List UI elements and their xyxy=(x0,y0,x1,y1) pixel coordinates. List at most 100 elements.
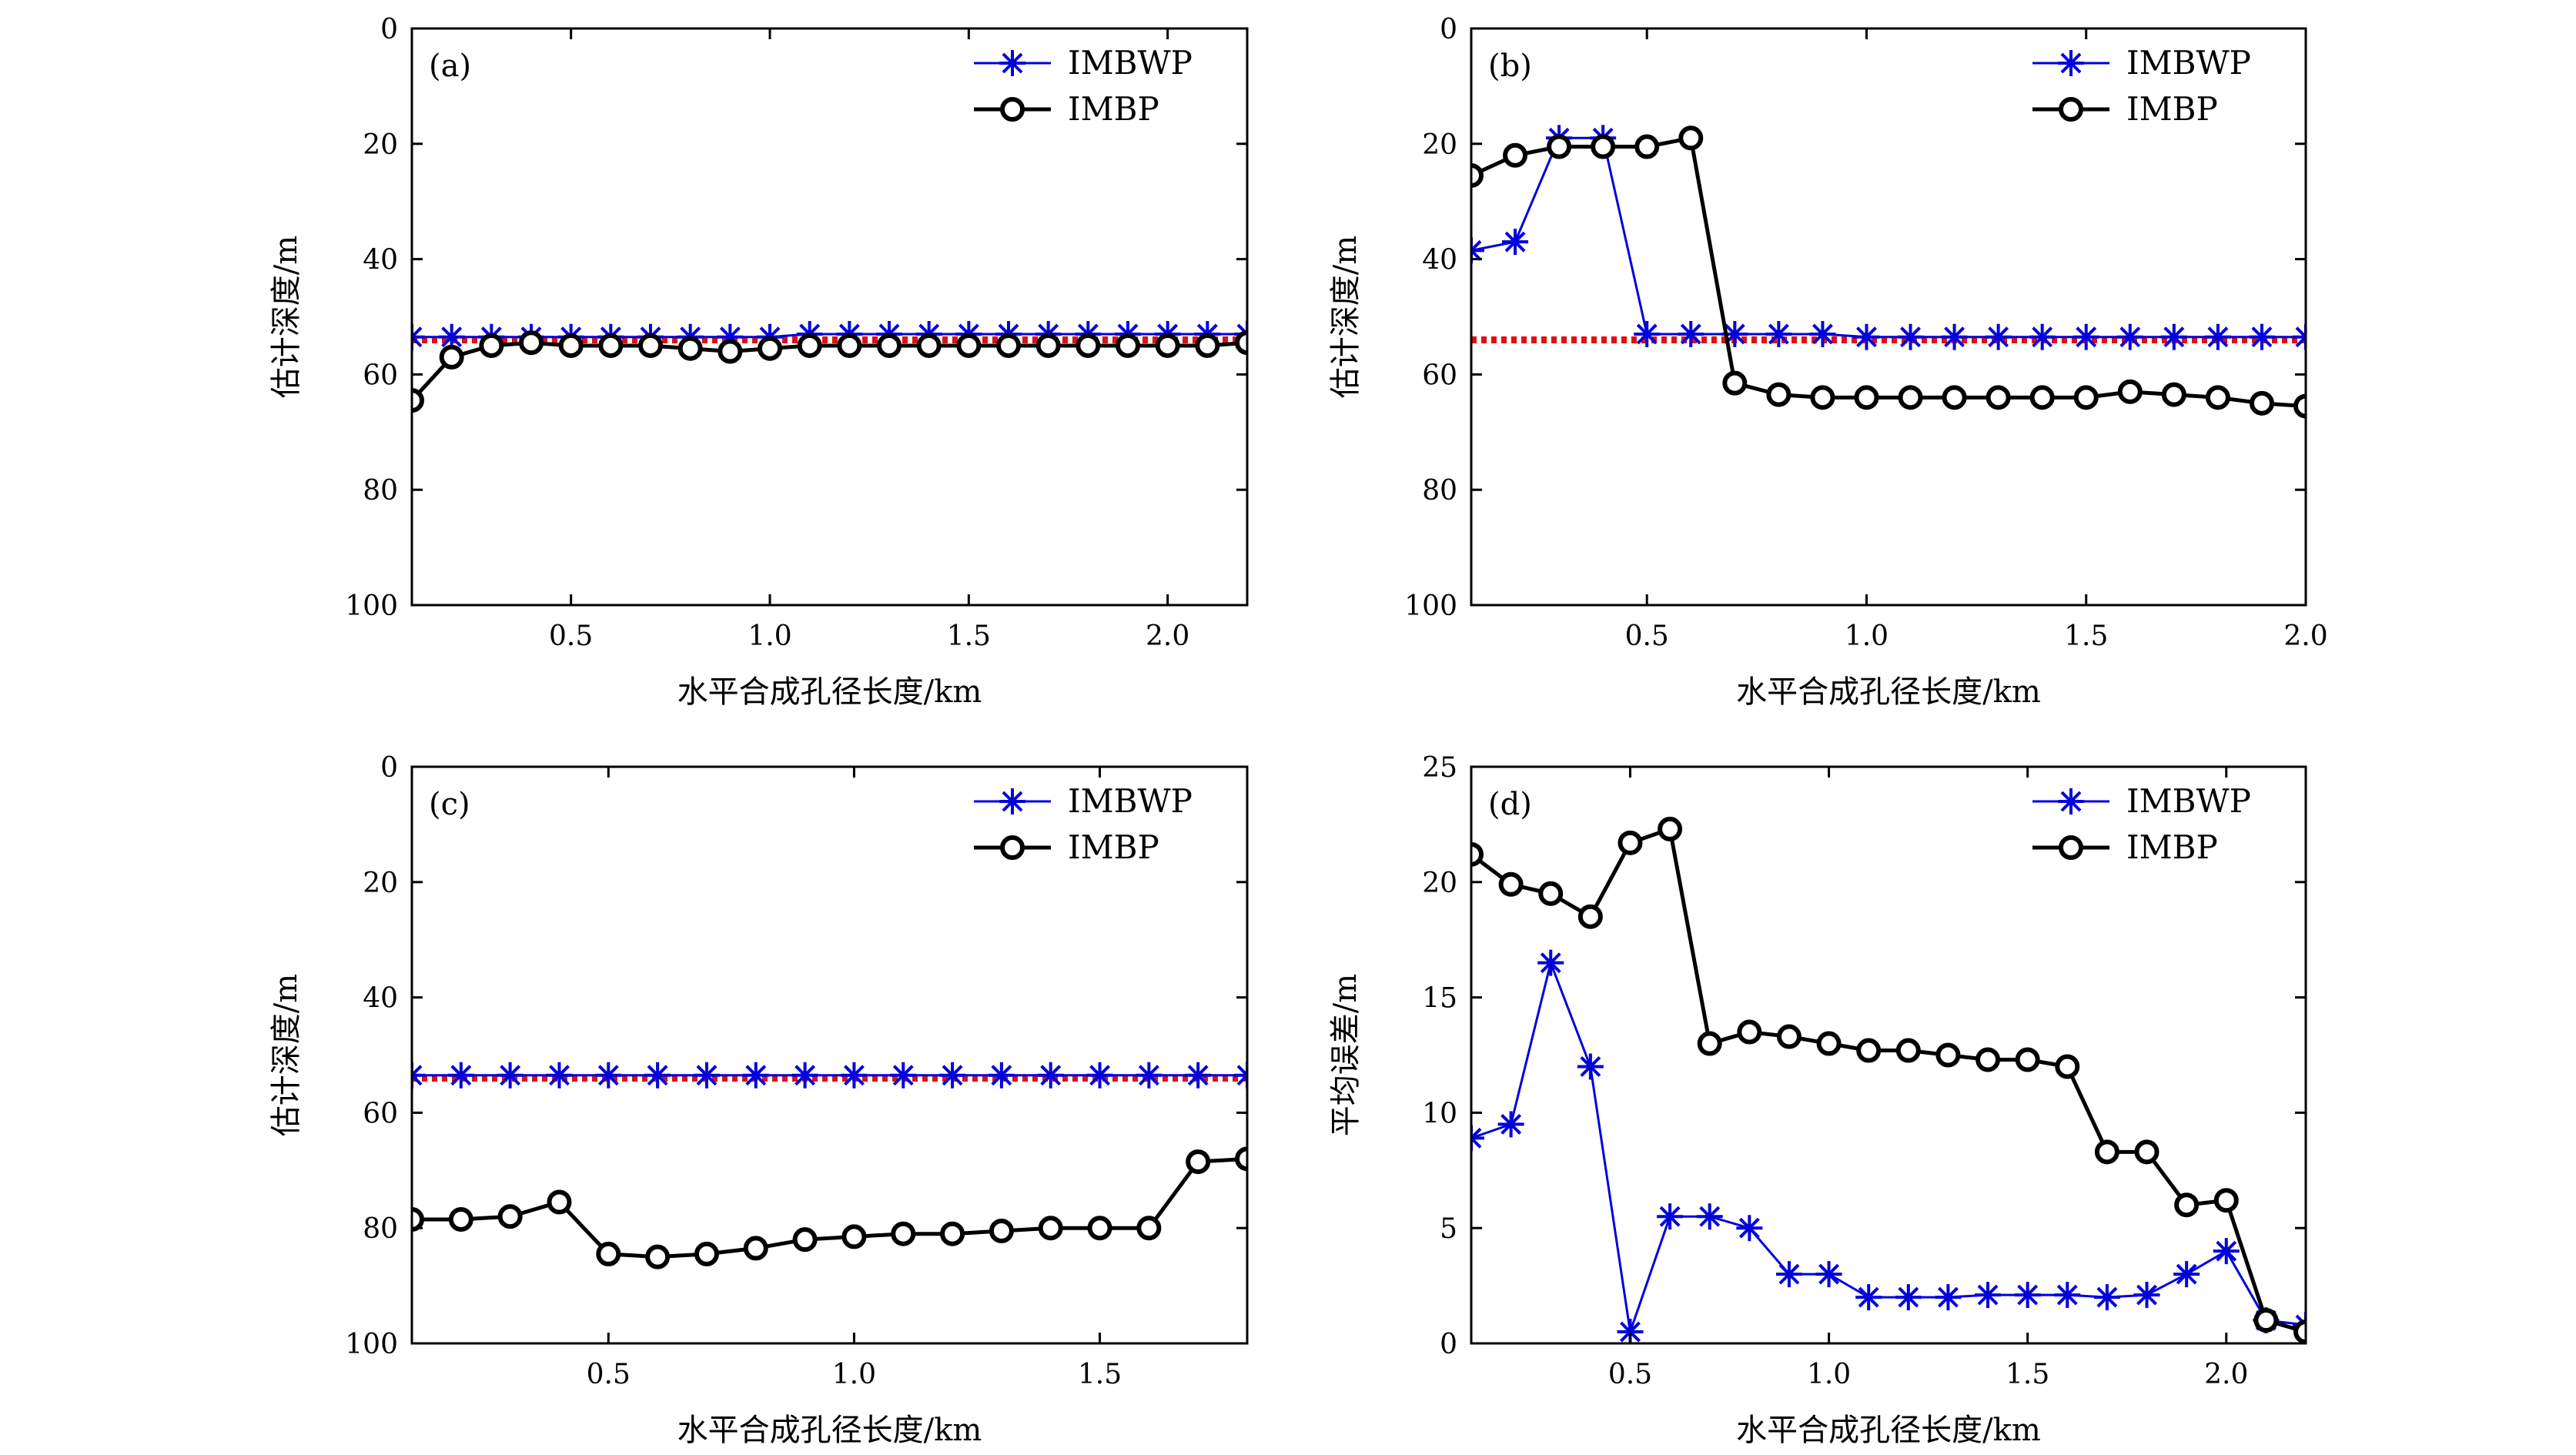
y-tick-label: 0 xyxy=(380,14,398,45)
x-axis-label: 水平合成孔径长度/km xyxy=(677,1413,982,1448)
point-imbwp xyxy=(546,1062,573,1089)
point-imbwp xyxy=(1736,1215,1763,1242)
y-tick-label: 60 xyxy=(1422,360,1457,391)
legend-label-imbp: IMBP xyxy=(2126,90,2218,128)
y-tick-label: 60 xyxy=(363,360,398,391)
point-imbwp xyxy=(1471,1125,1484,1152)
point-imbwp xyxy=(1895,1284,1922,1311)
point-imbp xyxy=(1503,142,1528,168)
legend-label-imbp: IMBP xyxy=(1068,828,1159,866)
x-tick-label: 1.0 xyxy=(1807,1359,1851,1390)
point-imbwp xyxy=(890,1062,917,1089)
chart-panel-d: 0.5 1.0 1.5 2.0 0 5 10 15 20 25 水平合成孔径长度/km 平均误差/m (… xyxy=(1328,752,2307,1448)
y-tick-label: 10 xyxy=(1422,1098,1457,1129)
y-tick-label: 60 xyxy=(363,1098,398,1129)
point-imbp xyxy=(1235,330,1247,356)
point-imbp xyxy=(1935,1042,1961,1068)
series-line-imbp xyxy=(1471,826,2306,1334)
point-imbp xyxy=(412,1206,424,1232)
y-axis-label: 估计深度/m xyxy=(269,974,304,1136)
legend-marker-asterisk-icon xyxy=(999,788,1025,814)
y-tick-label: 100 xyxy=(345,590,398,622)
x-axis-label: 水平合成孔径长度/km xyxy=(677,674,982,710)
y-tick-label: 80 xyxy=(363,1213,398,1245)
point-imbp xyxy=(1471,162,1484,188)
point-imbp xyxy=(1471,841,1484,867)
point-imbp xyxy=(1186,1149,1211,1175)
point-imbwp xyxy=(497,1062,524,1089)
point-imbwp xyxy=(939,1062,966,1089)
point-imbwp xyxy=(2248,323,2275,350)
series-line-imbwp xyxy=(1471,958,2306,1333)
point-imbp xyxy=(956,333,982,358)
y-axis-label: 估计深度/m xyxy=(269,236,304,398)
point-imbwp xyxy=(1136,1062,1163,1089)
point-imbwp xyxy=(1497,1111,1524,1138)
y-tick-label: 40 xyxy=(363,983,398,1015)
series-line-imbp xyxy=(1471,135,2306,409)
legend: IMBWP IMBP xyxy=(2032,782,2251,866)
point-imbwp xyxy=(1935,1284,1962,1311)
point-imbp xyxy=(1538,881,1564,906)
point-imbwp xyxy=(1765,320,1792,347)
point-imbp xyxy=(996,333,1021,358)
x-tick-label: 2.0 xyxy=(2283,620,2327,652)
legend-label-imbp: IMBP xyxy=(1068,90,1159,128)
point-imbp xyxy=(1898,385,1923,410)
point-imbp xyxy=(1986,385,2011,410)
point-imbwp xyxy=(742,1062,769,1089)
point-imbp xyxy=(797,333,822,358)
point-imbwp xyxy=(1185,1062,1212,1089)
point-imbp xyxy=(1634,134,1660,159)
point-imbp xyxy=(1942,385,1967,410)
x-tick-label: 0.5 xyxy=(587,1359,631,1390)
point-imbp xyxy=(2134,1139,2159,1165)
y-tick-label: 20 xyxy=(1422,129,1457,161)
y-tick-label: 20 xyxy=(1422,868,1457,899)
point-imbp xyxy=(2249,390,2274,416)
point-imbp xyxy=(1737,1019,1762,1045)
point-imbp xyxy=(2094,1139,2119,1165)
x-tick-label: 1.5 xyxy=(947,620,991,652)
x-tick-label: 2.0 xyxy=(1146,620,1189,652)
point-imbwp xyxy=(2029,323,2056,350)
x-tick-label: 2.0 xyxy=(2204,1359,2248,1390)
point-imbwp xyxy=(791,1062,818,1089)
point-imbp xyxy=(891,1221,916,1246)
point-imbp xyxy=(1591,134,1616,159)
point-imbp xyxy=(837,333,862,358)
point-imbwp xyxy=(1634,320,1661,347)
point-imbwp xyxy=(1234,1062,1247,1089)
point-imbp xyxy=(1577,904,1603,929)
point-imbp xyxy=(694,1241,719,1266)
point-imbp xyxy=(439,344,464,370)
point-imbwp xyxy=(1975,1282,2002,1309)
point-imbp xyxy=(1975,1047,2001,1072)
point-imbwp xyxy=(1809,320,1836,347)
point-imbwp xyxy=(2173,1261,2200,1288)
series-line-imbwp xyxy=(412,333,1247,339)
point-imbp xyxy=(1235,1146,1247,1172)
y-axis-label: 平均误差/m xyxy=(1328,974,1363,1136)
x-axis-label: 水平合成孔径长度/km xyxy=(1736,674,2041,710)
y-axis-label: 估计深度/m xyxy=(1328,236,1363,398)
point-imbwp xyxy=(1577,1053,1604,1080)
legend-label-imbwp: IMBWP xyxy=(1068,44,1193,82)
plot-frame xyxy=(1470,765,2307,1345)
legend: IMBWP IMBP xyxy=(974,782,1193,866)
point-imbp xyxy=(1895,1038,1921,1063)
plot-frame xyxy=(1470,27,2307,607)
point-imbp xyxy=(841,1224,867,1249)
point-imbwp xyxy=(1985,323,2012,350)
point-imbwp xyxy=(1617,1319,1644,1343)
y-tick-label: 80 xyxy=(1422,475,1457,507)
point-imbwp xyxy=(1502,229,1529,256)
legend-label-imbwp: IMBWP xyxy=(2126,782,2251,820)
point-imbwp xyxy=(2133,1282,2160,1309)
point-imbp xyxy=(1195,333,1220,358)
point-imbwp xyxy=(841,1062,868,1089)
series-line-imbp xyxy=(412,340,1247,402)
legend-marker-circle-icon xyxy=(2059,835,2083,860)
y-tick-label: 25 xyxy=(1422,752,1457,784)
point-imbwp xyxy=(1657,1203,1684,1230)
